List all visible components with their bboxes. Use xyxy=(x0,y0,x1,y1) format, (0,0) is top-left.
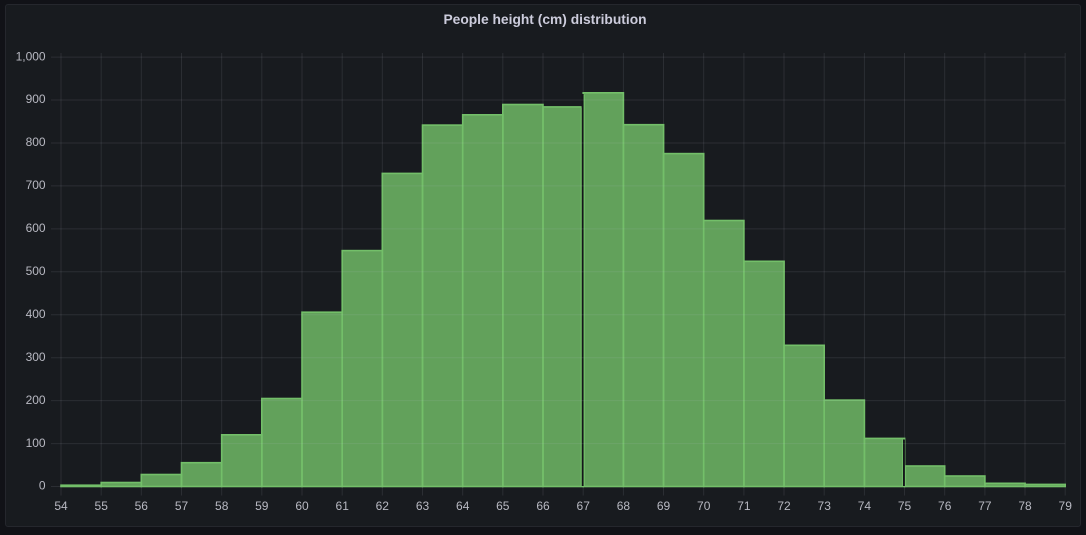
svg-text:62: 62 xyxy=(376,499,390,513)
svg-text:73: 73 xyxy=(818,499,832,513)
svg-text:74: 74 xyxy=(858,499,872,513)
svg-text:76: 76 xyxy=(938,499,952,513)
svg-text:77: 77 xyxy=(978,499,992,513)
svg-text:100: 100 xyxy=(26,436,46,450)
svg-text:70: 70 xyxy=(697,499,711,513)
svg-text:60: 60 xyxy=(295,499,309,513)
svg-text:66: 66 xyxy=(536,499,550,513)
svg-text:54: 54 xyxy=(54,499,68,513)
svg-text:72: 72 xyxy=(777,499,791,513)
svg-text:67: 67 xyxy=(577,499,591,513)
svg-text:56: 56 xyxy=(135,499,149,513)
svg-text:68: 68 xyxy=(617,499,631,513)
svg-text:57: 57 xyxy=(175,499,189,513)
svg-text:64: 64 xyxy=(456,499,470,513)
svg-text:0: 0 xyxy=(39,479,46,493)
svg-text:200: 200 xyxy=(26,393,46,407)
svg-text:71: 71 xyxy=(737,499,751,513)
svg-text:700: 700 xyxy=(26,178,46,192)
svg-text:400: 400 xyxy=(26,307,46,321)
svg-text:69: 69 xyxy=(657,499,671,513)
svg-text:61: 61 xyxy=(336,499,350,513)
svg-text:People height (cm) distributio: People height (cm) distribution xyxy=(443,12,646,27)
svg-text:300: 300 xyxy=(26,350,46,364)
svg-text:59: 59 xyxy=(255,499,269,513)
svg-text:1,000: 1,000 xyxy=(16,49,46,63)
svg-text:75: 75 xyxy=(898,499,912,513)
svg-text:78: 78 xyxy=(1018,499,1032,513)
svg-text:600: 600 xyxy=(26,221,46,235)
svg-text:63: 63 xyxy=(416,499,430,513)
svg-text:55: 55 xyxy=(95,499,109,513)
svg-text:58: 58 xyxy=(215,499,229,513)
svg-text:79: 79 xyxy=(1059,499,1073,513)
svg-text:500: 500 xyxy=(26,264,46,278)
svg-text:65: 65 xyxy=(496,499,510,513)
svg-text:900: 900 xyxy=(26,92,46,106)
svg-text:800: 800 xyxy=(26,135,46,149)
